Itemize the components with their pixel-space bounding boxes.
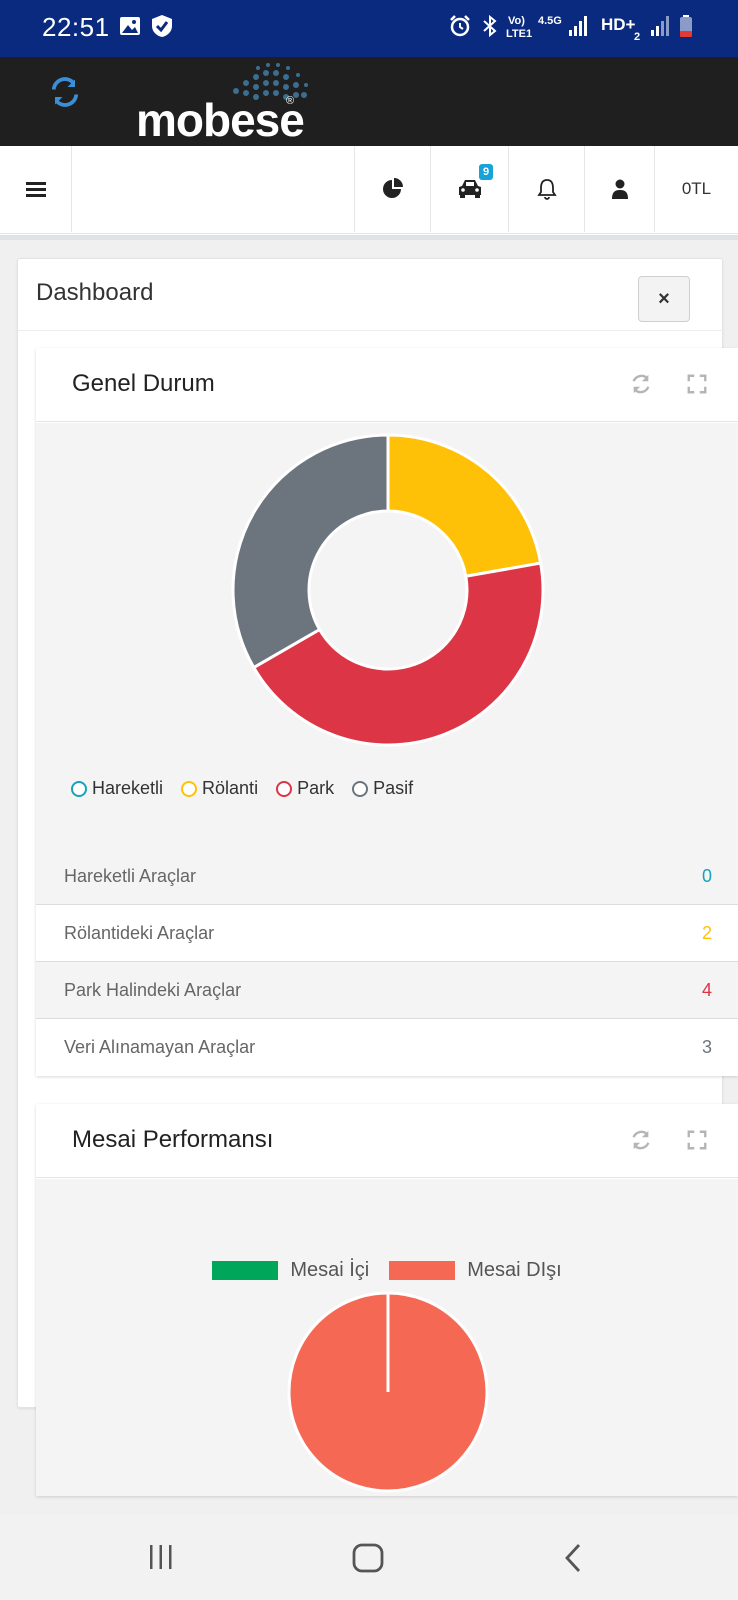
volte-label: Vo) — [508, 15, 525, 27]
legend-item-mesai-ici[interactable]: Mesai İçi — [212, 1259, 369, 1282]
alarm-icon — [450, 15, 470, 37]
legend-marker — [276, 780, 293, 797]
legend-item-rolanti[interactable]: Rölanti — [181, 778, 258, 799]
stat-label: Rölantideki Araçlar — [64, 923, 215, 943]
home-icon[interactable] — [352, 1543, 384, 1573]
legend-label: Hareketli — [92, 778, 164, 798]
widget-body: Mesai İçi Mesai DIşı — [36, 1179, 738, 1496]
notifications-button[interactable] — [508, 146, 584, 232]
lte-label: LTE1 — [506, 28, 533, 40]
fullscreen-icon[interactable] — [686, 373, 708, 395]
balance-button[interactable]: 0TL — [654, 146, 738, 232]
legend-label: Mesai İçi — [290, 1259, 370, 1281]
page-title: Dashboard — [36, 279, 154, 306]
car-icon — [458, 180, 481, 198]
globe-dots-icon — [233, 63, 308, 100]
top-navbar: 9 0TL — [0, 146, 738, 234]
signal-icon — [651, 16, 669, 36]
slice-pasif[interactable] — [231, 433, 390, 670]
legend-swatch — [389, 1261, 456, 1280]
content-top-border — [0, 235, 738, 240]
genel-durum-widget: Genel Durum Hareketli Rölanti Park — [36, 348, 738, 1076]
mesai-pie-chart — [287, 1291, 489, 1493]
legend-marker — [181, 780, 198, 797]
widget-header: Mesai Performansı — [36, 1104, 738, 1178]
user-button[interactable] — [584, 146, 654, 232]
stat-value: 2 — [701, 923, 712, 943]
reports-button[interactable] — [354, 146, 430, 232]
legend-item-pasif[interactable]: Pasif — [352, 778, 413, 799]
dashboard-header: Dashboard × — [18, 259, 724, 331]
mesai-performansi-widget: Mesai Performansı Mesai İçi Mesai DIşı — [36, 1104, 738, 1496]
stat-row-rolanti[interactable]: Rölantideki Araçlar 2 — [36, 905, 738, 962]
refresh-icon[interactable] — [50, 77, 80, 107]
chart-legend: Mesai İçi Mesai DIşı — [36, 1259, 738, 1282]
sim-number: 2 — [634, 31, 641, 43]
widget-header: Genel Durum — [36, 348, 738, 422]
legend-item-mesai-disi[interactable]: Mesai DIşı — [389, 1259, 562, 1282]
widget-title: Genel Durum — [72, 370, 215, 397]
widget-body: Hareketli Rölanti Park Pasif — [36, 423, 738, 848]
refresh-icon[interactable] — [630, 373, 652, 395]
legend-label: Park — [297, 778, 335, 798]
stat-value: 4 — [701, 980, 712, 1000]
stat-row-veri-alinamayan[interactable]: Veri Alınamayan Araçlar 3 — [36, 1019, 738, 1076]
refresh-icon[interactable] — [630, 1129, 652, 1151]
system-navigation-bar — [0, 1515, 738, 1600]
menu-button[interactable] — [0, 146, 71, 232]
stat-label: Park Halindeki Araçlar — [64, 980, 242, 1000]
back-icon[interactable] — [562, 1543, 584, 1573]
nav-divider — [71, 146, 72, 232]
legend-swatch — [212, 1261, 279, 1280]
image-icon — [120, 17, 140, 35]
legend-label: Pasif — [373, 778, 414, 798]
legend-label: Mesai DIşı — [467, 1259, 562, 1281]
stat-row-hareketli[interactable]: Hareketli Araçlar 0 — [36, 848, 738, 905]
stat-value: 0 — [701, 866, 712, 886]
stat-label: Veri Alınamayan Araçlar — [64, 1037, 256, 1057]
legend-item-park[interactable]: Park — [276, 778, 334, 799]
status-time: 22:51 — [42, 12, 110, 42]
legend-label: Rölanti — [202, 778, 259, 798]
menu-icon — [25, 182, 46, 197]
vehicle-count-badge: 9 — [479, 164, 494, 180]
vehicles-button[interactable]: 9 — [430, 146, 508, 232]
bluetooth-icon — [483, 14, 497, 38]
mobese-logo: mobese ® — [136, 61, 326, 146]
close-button[interactable]: × — [638, 276, 690, 322]
network-45g-label: 4.5G — [538, 15, 562, 27]
shield-app-icon — [152, 15, 172, 37]
logo-text: mobese — [136, 94, 305, 146]
stat-value: 3 — [701, 1037, 712, 1057]
status-bar: 22:51 Vo) LTE1 4.5G HD+ 2 — [0, 0, 738, 57]
app-header: mobese ® — [0, 57, 738, 146]
pie-chart-icon — [382, 178, 403, 198]
bell-icon — [536, 179, 557, 200]
registered-mark: ® — [286, 95, 295, 107]
legend-item-hareketli[interactable]: Hareketli — [71, 778, 163, 799]
user-icon — [611, 179, 628, 199]
recent-apps-icon[interactable] — [147, 1543, 175, 1571]
slice-park[interactable] — [251, 561, 545, 747]
signal-icon — [569, 16, 587, 36]
hd-label: HD+ — [601, 15, 636, 34]
stat-row-park[interactable]: Park Halindeki Araçlar 4 — [36, 962, 738, 1019]
chart-legend: Hareketli Rölanti Park Pasif — [71, 778, 431, 799]
slice-r-lanti[interactable] — [386, 433, 543, 579]
battery-icon — [680, 15, 692, 37]
legend-marker — [352, 780, 369, 797]
fullscreen-icon[interactable] — [686, 1129, 708, 1151]
status-donut-chart — [231, 433, 545, 747]
legend-marker — [71, 780, 87, 797]
widget-title: Mesai Performansı — [72, 1126, 274, 1153]
balance-text: 0TL — [681, 179, 712, 198]
stat-label: Hareketli Araçlar — [64, 866, 197, 886]
